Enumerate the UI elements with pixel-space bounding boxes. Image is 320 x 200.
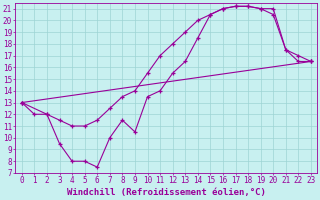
X-axis label: Windchill (Refroidissement éolien,°C): Windchill (Refroidissement éolien,°C) [67, 188, 266, 197]
